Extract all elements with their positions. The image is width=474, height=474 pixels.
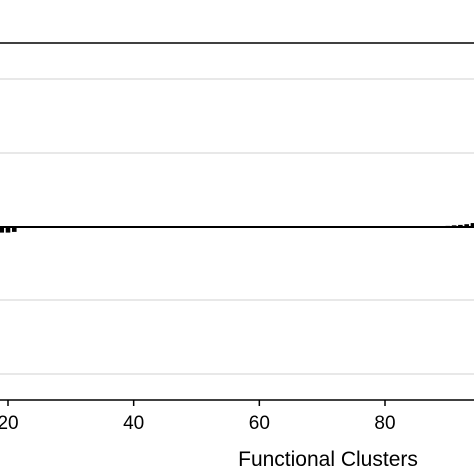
x-axis-ticks: 20 40 60 80	[0, 400, 396, 434]
bar	[11, 227, 17, 232]
bar	[0, 227, 5, 233]
x-tick-label: 40	[123, 413, 144, 434]
bar	[464, 224, 469, 227]
x-tick-label: 20	[0, 413, 19, 434]
gridlines	[0, 78, 474, 375]
x-axis-title: Functional Clusters	[238, 448, 418, 471]
bar	[458, 224, 463, 227]
x-tick-label: 60	[249, 413, 270, 434]
x-tick-label: 80	[374, 413, 395, 434]
bar	[470, 223, 474, 227]
bar	[5, 227, 11, 233]
